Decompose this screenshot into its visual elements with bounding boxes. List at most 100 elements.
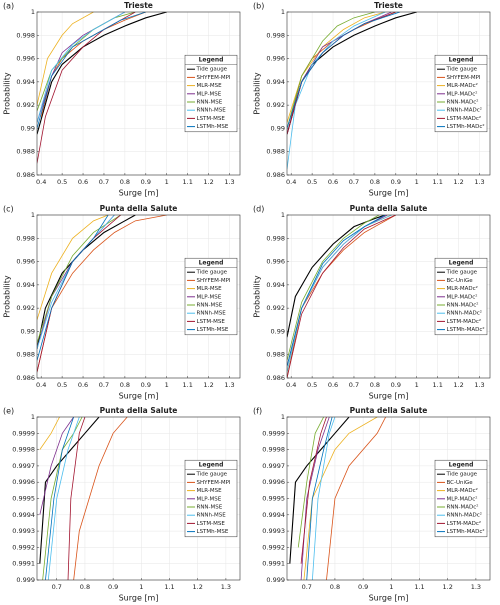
y-tick-label: 0.9998 — [12, 446, 35, 454]
x-tick-label: 1.2 — [443, 583, 453, 591]
x-tick-label: 1.1 — [433, 381, 443, 389]
x-axis-label: Surge [m] — [119, 189, 159, 198]
y-tick-label: 0.9994 — [12, 511, 35, 519]
legend-label: LSTMh-MSE — [197, 529, 229, 535]
x-tick-label: 1 — [139, 583, 143, 591]
legend-label: SHYFEM-MPI — [197, 480, 231, 486]
y-tick-label: 0.9999 — [12, 429, 35, 437]
series-group — [289, 417, 387, 580]
legend-label: SHYFEM-MPI — [447, 75, 481, 81]
legend-title: Legend — [449, 260, 474, 267]
x-tick-label: 1 — [415, 381, 419, 389]
legend-title: Legend — [199, 57, 224, 64]
series-line — [303, 417, 378, 580]
legend-label: MLP-MSE — [197, 91, 222, 97]
x-tick-label: 1.3 — [221, 583, 231, 591]
x-tick-label: 1 — [389, 583, 393, 591]
legend-label: RNNh-MSE — [197, 311, 227, 317]
legend-label: RNN-MSE — [197, 100, 223, 106]
series-group — [37, 215, 167, 373]
series-line — [37, 12, 126, 123]
series-line — [37, 215, 109, 361]
legend-label: LSTMh-MADc² — [447, 326, 485, 333]
legend-label: LSTM-MSE — [197, 116, 226, 122]
y-tick-label: 0.998 — [16, 234, 35, 242]
x-tick-label: 1 — [165, 178, 169, 186]
y-tick-label: 0.9992 — [12, 543, 35, 551]
legend-label: LSTMh-MADc² — [447, 123, 485, 130]
y-tick-label: 0.99 — [271, 124, 285, 132]
legend-label: LSTM-MADc² — [447, 520, 482, 527]
chart-title: Punta della Salute — [100, 406, 178, 415]
series-line — [289, 417, 350, 564]
y-axis-label: Probability — [3, 72, 12, 115]
chart-title: Punta della Salute — [100, 204, 178, 213]
x-tick-label: 1.3 — [474, 381, 484, 389]
y-tick-label: 1 — [31, 413, 35, 421]
y-tick-label: 0.9998 — [262, 446, 285, 454]
series-line — [37, 12, 136, 112]
series-line — [311, 417, 336, 580]
panel-label: (d) — [253, 205, 264, 214]
legend-label: LSTMh-MADc² — [447, 528, 485, 535]
x-tick-label: 1.1 — [433, 178, 443, 186]
y-tick-label: 0.9992 — [262, 543, 285, 551]
legend-label: RNNh-MADc² — [447, 107, 483, 114]
panel-label: (b) — [253, 2, 264, 11]
y-tick-label: 0.9996 — [262, 478, 285, 486]
y-tick-label: 0.994 — [266, 281, 285, 289]
panel: 0.986 0.988 0.99 0.992 0.994 0.996 0.998 1 0.4 0.… — [3, 204, 241, 401]
y-tick-label: 0.9997 — [262, 462, 285, 470]
series-line — [326, 417, 387, 580]
legend-label: LSTMh-MSE — [197, 124, 229, 130]
series-line — [37, 12, 94, 106]
x-tick-label: 1.2 — [203, 178, 213, 186]
legend-label: MLR-MADc² — [447, 285, 478, 292]
y-tick-label: 1 — [31, 211, 35, 219]
chart-title: Trieste — [374, 1, 403, 10]
legend-label: MLP-MADc² — [447, 293, 478, 300]
x-tick-label: 0.9 — [391, 381, 401, 389]
y-tick-label: 0.999 — [16, 576, 35, 584]
y-tick-label: 0.992 — [266, 101, 285, 109]
legend-label: RNN-MSE — [197, 505, 223, 511]
y-tick-label: 0.986 — [266, 171, 285, 179]
x-axis-label: Surge [m] — [369, 189, 409, 198]
y-tick-label: 0.986 — [16, 374, 35, 382]
legend-label: MLP-MADc² — [447, 495, 478, 502]
x-tick-label: 0.7 — [349, 381, 359, 389]
y-tick-label: 0.996 — [266, 55, 285, 63]
x-tick-label: 0.8 — [370, 381, 380, 389]
legend-label: RNNh-MSE — [197, 513, 227, 519]
legend-label: SHYFEM-MPI — [197, 75, 231, 81]
y-axis-label: Probability — [253, 72, 262, 115]
x-tick-label: 0.4 — [36, 178, 46, 186]
y-tick-label: 0.9993 — [262, 527, 285, 535]
x-tick-label: 0.8 — [80, 583, 90, 591]
x-axis-label: Surge [m] — [369, 392, 409, 401]
series-line — [37, 215, 109, 320]
x-tick-label: 0.6 — [78, 381, 88, 389]
series-line — [287, 215, 386, 367]
x-axis-label: Surge [m] — [369, 594, 409, 603]
axes-box — [36, 11, 241, 176]
legend-label: MLP-MSE — [197, 294, 222, 300]
legend-label: LSTM-MADc² — [447, 318, 482, 325]
axes-box — [286, 11, 491, 176]
legend-label: RNNh-MADc² — [447, 512, 483, 519]
legend-label: Tide gauge — [446, 67, 478, 73]
y-tick-label: 0.994 — [266, 78, 285, 86]
y-tick-label: 1 — [281, 8, 285, 16]
x-tick-label: 1 — [415, 178, 419, 186]
x-tick-label: 1.3 — [474, 178, 484, 186]
y-tick-label: 0.998 — [266, 31, 285, 39]
y-tick-label: 0.9996 — [12, 478, 35, 486]
x-tick-label: 0.6 — [328, 178, 338, 186]
x-tick-label: 0.4 — [286, 178, 296, 186]
series-line — [47, 417, 80, 580]
chart-title: Punta della Salute — [350, 204, 428, 213]
legend-label: MLR-MSE — [197, 488, 223, 494]
y-tick-label: 0.988 — [266, 148, 285, 156]
legend-label: LSTM-MADc² — [447, 115, 482, 122]
x-tick-label: 1 — [165, 381, 169, 389]
